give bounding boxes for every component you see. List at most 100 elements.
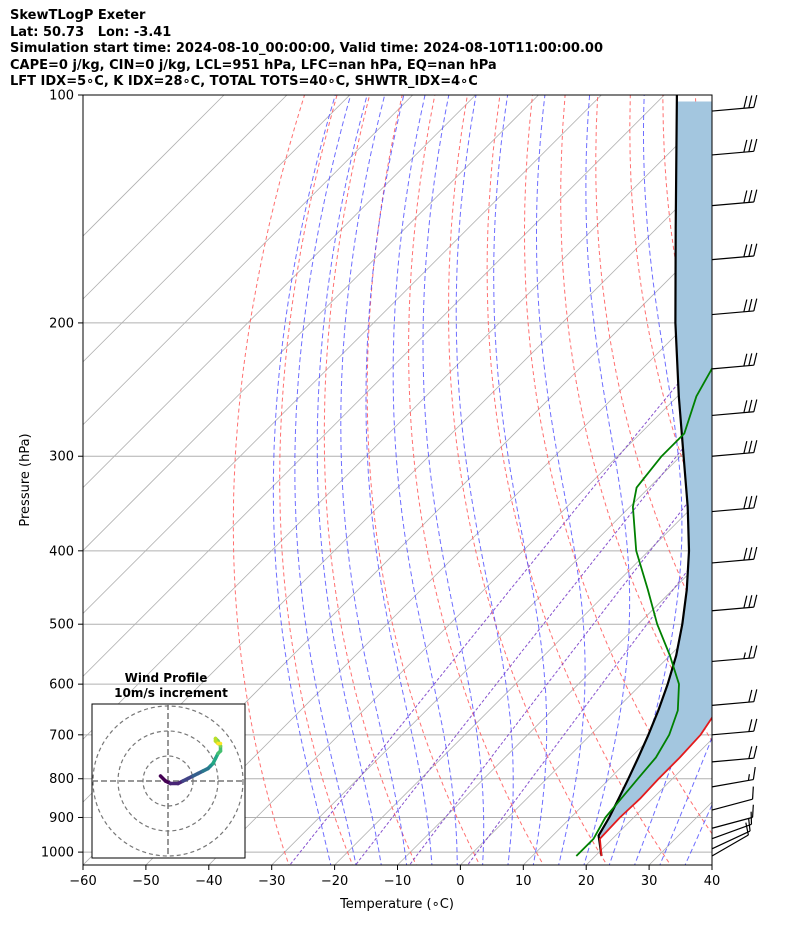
x-tick-label: 40 [704, 874, 721, 889]
barb-half-flag [743, 652, 746, 659]
mixing-ratio-line [354, 411, 712, 865]
barb-flag [743, 547, 748, 561]
moist-adiabat-line [493, 95, 548, 865]
isotherm-line [334, 487, 712, 865]
dry-adiabat-line [366, 95, 481, 865]
dry-adiabat-line [523, 95, 712, 835]
wind-barb [711, 138, 758, 156]
barb-flag [748, 689, 753, 703]
title-location: Lat: 50.73 Lon: -3.41 [10, 24, 172, 40]
y-axis-ticks: 100 200 300 400 500 600 700 800 900 1000 [41, 89, 83, 861]
wind-barb [711, 399, 758, 417]
mixing-ratio-line [289, 341, 712, 865]
wind-barb [711, 440, 758, 457]
barb-flag [753, 399, 758, 412]
hodograph-inset: Wind Profile 10m/s increment [91, 671, 246, 859]
isotherm-line [83, 95, 476, 489]
barb-flag [753, 718, 758, 732]
barb-flag [751, 786, 754, 800]
isotherm-line [208, 361, 712, 865]
wind-barb [711, 718, 758, 736]
barb-flag [743, 190, 748, 203]
hodograph-title: Wind Profile [125, 671, 208, 685]
moist-adiabat-line [536, 95, 586, 865]
x-tick-label: −30 [258, 874, 285, 889]
barb-flag [743, 595, 748, 609]
x-tick-label: 20 [578, 874, 595, 889]
barb-flag [743, 440, 748, 454]
dewpoint-line [575, 366, 712, 857]
wind-barb [711, 594, 758, 612]
barb-staff [711, 451, 754, 457]
barb-staff [711, 364, 754, 370]
barb-flag [748, 547, 753, 560]
hodograph-subtitle: 10m/s increment [114, 686, 228, 700]
barb-staff [711, 255, 754, 261]
moist-adiabat-line [392, 95, 458, 865]
barb-flag [748, 399, 753, 413]
x-tick-label: −60 [69, 874, 96, 889]
title-indices-1: CAPE=0 j/kg, CIN=0 j/kg, LCL=951 hPa, LF… [10, 57, 497, 73]
barb-flag [753, 189, 758, 203]
title-indices-2: LFT IDX=5∘C, K IDX=28∘C, TOTAL TOTS=40∘C… [10, 74, 478, 90]
barb-staff [711, 757, 754, 763]
cin-cape-shading [598, 101, 712, 856]
moist-adiabat-line [659, 736, 712, 865]
isotherm-line [83, 95, 665, 677]
barb-staff [711, 150, 754, 156]
background-lines [83, 95, 794, 868]
barb-staff [711, 816, 753, 829]
barb-staff [711, 823, 752, 840]
parcel-line [597, 95, 691, 857]
y-tick-label: 200 [49, 316, 74, 331]
dry-adiabat-line [761, 95, 794, 868]
barb-flag [753, 298, 758, 312]
isotherm-line [775, 95, 794, 865]
barb-flag [748, 645, 753, 659]
barb-flag [748, 440, 753, 454]
wind-barb [711, 94, 758, 112]
isotherm-line [711, 864, 712, 865]
isotherm-line [397, 549, 712, 865]
barb-flag [745, 822, 749, 836]
moist-adiabat-line [455, 95, 514, 865]
moist-adiabat-line [365, 95, 433, 865]
barb-flag [751, 804, 754, 818]
barb-flag [753, 594, 758, 608]
wind-barb [711, 298, 758, 316]
wind-barb [711, 243, 758, 261]
barb-flag [743, 496, 748, 509]
barb-flag [753, 546, 758, 560]
y-tick-label: 600 [49, 678, 74, 693]
barb-flag [743, 244, 748, 258]
isotherm-line [83, 95, 288, 300]
barb-staff [711, 558, 754, 564]
mixing-ratio-line [408, 470, 712, 865]
isotherm-line [460, 612, 712, 865]
y-tick-label: 700 [49, 728, 74, 743]
hodograph-plot [92, 704, 245, 858]
barb-flag [753, 243, 758, 257]
title-station: SkewTLogP Exeter [10, 8, 146, 23]
barb-flag [748, 353, 753, 366]
wind-barb [711, 189, 758, 207]
moist-adiabat-line [583, 95, 631, 865]
barb-flag [748, 243, 753, 257]
barb-flag [752, 766, 756, 780]
barb-flag [753, 440, 758, 453]
y-tick-label: 1000 [41, 846, 74, 861]
wind-barb [711, 811, 753, 840]
wind-barbs [711, 94, 758, 857]
barb-flag [743, 400, 748, 413]
profiles [575, 95, 712, 857]
barb-flag [748, 298, 753, 312]
barb-flag [748, 595, 753, 608]
barb-half-flag [747, 774, 750, 781]
moist-adiabat-line [316, 95, 382, 865]
moist-adiabat-line [340, 95, 408, 865]
barb-flag [753, 689, 758, 702]
x-tick-label: 0 [456, 874, 464, 889]
dry-adiabat-line [728, 95, 794, 868]
dry-adiabat-line [448, 95, 608, 865]
